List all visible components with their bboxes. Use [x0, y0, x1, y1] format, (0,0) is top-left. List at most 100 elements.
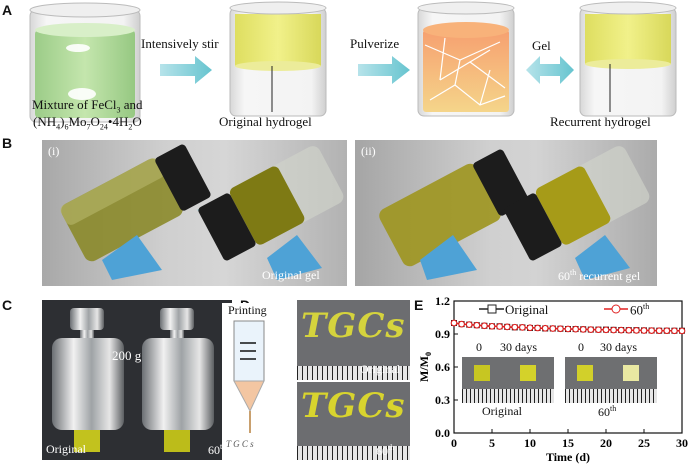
printed-path-text: T G C s [226, 439, 254, 449]
caption-original-gel: Original gel [262, 268, 320, 282]
point-60th [663, 327, 671, 335]
gel-cube-60th-day30 [623, 365, 639, 381]
beaker-original-hydrogel [229, 1, 327, 117]
inset-photo-original [462, 357, 554, 403]
recurrent-hydrogel-label: Recurrent hydrogel [550, 114, 651, 129]
point-60th [519, 324, 526, 331]
point-60th [503, 323, 511, 331]
point-60th [534, 324, 541, 332]
point-60th [579, 326, 587, 333]
y-tick-label: 0.0 [435, 426, 450, 440]
caption-printed-60th: 60th [376, 443, 395, 458]
x-tick-label: 20 [600, 436, 612, 450]
point-60th [633, 327, 640, 334]
inset-original-day0: 0 [476, 340, 482, 354]
inset-60th-day30: 30 days [600, 340, 637, 354]
chart-mass-ratio: 0 5 10 15 20 25 30 0.0 0.3 0.6 0.9 1.2 Time (d) M/M0 [417, 295, 688, 464]
beaker-recurrent-hydrogel [579, 1, 677, 117]
point-60th [488, 322, 496, 330]
point-60th [465, 321, 473, 329]
photo-printed-60th: TGCs [297, 382, 410, 460]
mixture-label-line2: (NH4)6Mo7O24•4H2O [33, 114, 142, 132]
inset-60th-caption: 60th [598, 404, 617, 419]
point-60th [549, 325, 557, 332]
point-60th [557, 325, 564, 333]
arrow-stir [160, 56, 212, 84]
printing-schematic [222, 303, 294, 460]
printed-word-60th: TGCs [301, 386, 406, 426]
caption-recurrent-gel: 60th recurrent gel [558, 268, 641, 283]
point-60th [572, 325, 579, 333]
point-60th [648, 327, 655, 334]
caption-printed-original: Original [360, 362, 400, 376]
photo-original-gel [42, 140, 347, 286]
inset-original-day30: 30 days [500, 340, 537, 354]
x-tick-label: 25 [638, 436, 650, 450]
legend-original-marker [487, 304, 497, 314]
y-axis-label: M/M0 [417, 352, 433, 382]
y-tick-label: 1.2 [435, 295, 450, 308]
inset-original-caption: Original [482, 404, 522, 418]
gel-cube-original-day30 [520, 365, 536, 381]
step-gel-label: Gel [532, 38, 551, 53]
weight-label: 200 g [112, 348, 142, 363]
legend-original-label: Original [505, 302, 549, 317]
point-60th [526, 324, 534, 332]
gel-cube-60th-day0 [577, 365, 593, 381]
legend-60th-label: 60th [630, 302, 650, 318]
x-tick-label: 10 [524, 436, 536, 450]
point-60th [610, 326, 617, 334]
step-pulverize-label: Pulverize [350, 36, 400, 51]
printing-label: Printing [228, 303, 267, 317]
inset-60th-day0: 0 [578, 340, 584, 354]
point-60th [602, 326, 610, 334]
ruler-original [297, 366, 410, 380]
point-60th [625, 326, 633, 334]
panel-a-illustration [29, 1, 677, 123]
point-60th [655, 327, 663, 335]
y-tick-label: 0.9 [435, 327, 450, 341]
point-60th [671, 327, 678, 335]
x-tick-label: 5 [489, 436, 495, 450]
x-tick-label: 15 [562, 436, 574, 450]
point-60th [587, 326, 595, 333]
gel-cube-original-day0 [474, 365, 490, 381]
mixture-label-line1: Mixture of FeCl3 and [32, 97, 143, 115]
x-tick-label: 0 [451, 436, 457, 450]
point-60th [595, 326, 602, 334]
weights-caption-original: Original [46, 442, 86, 456]
label-ii: (ii) [361, 144, 376, 158]
x-axis-label: Time (d) [546, 450, 590, 464]
label-i: (i) [48, 144, 60, 158]
point-60th [458, 320, 465, 328]
beaker-pulverized [417, 1, 515, 117]
point-60th [496, 323, 503, 330]
inset-ruler-original [462, 389, 554, 403]
point-60th [564, 325, 572, 333]
panel-a-label: A [2, 2, 13, 18]
point-60th [481, 322, 488, 330]
arrow-pulverize [358, 56, 410, 84]
step-stir-label: Intensively stir [141, 36, 219, 51]
photo-recurrent-gel [355, 140, 657, 286]
legend-60th-marker [611, 304, 621, 314]
printed-word-original: TGCs [301, 306, 406, 346]
point-60th [473, 321, 481, 329]
point-60th [511, 323, 519, 331]
panel-e-label: E [414, 297, 424, 313]
point-60th [541, 324, 549, 332]
y-tick-label: 0.3 [435, 393, 450, 407]
point-60th [640, 327, 648, 334]
photo-printed-original: TGCs [297, 300, 410, 380]
point-60th [617, 326, 625, 334]
point-60th [678, 327, 686, 335]
ruler-60th [297, 446, 410, 460]
x-tick-label: 30 [676, 436, 688, 450]
original-hydrogel-label: Original hydrogel [219, 114, 312, 129]
photo-weights [42, 300, 232, 460]
panel-b-label: B [2, 135, 13, 151]
panel-c-label: C [2, 297, 13, 313]
arrow-gel [526, 56, 574, 84]
y-tick-label: 0.6 [435, 360, 450, 374]
point-60th [450, 319, 458, 327]
